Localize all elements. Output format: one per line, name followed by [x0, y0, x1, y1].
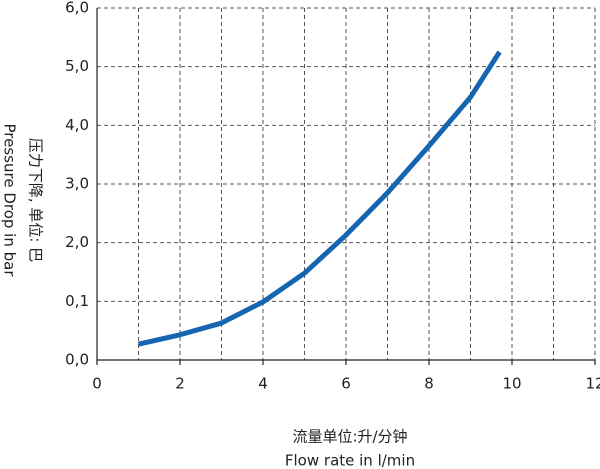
x-tick-label: 12 [585, 375, 600, 393]
x-tick-label: 6 [341, 375, 351, 393]
y-tick-label: 0,0 [65, 351, 89, 369]
x-tick-label: 10 [502, 375, 521, 393]
y-tick-label: 2,0 [65, 233, 89, 251]
y-tick-label: 4,0 [65, 116, 89, 134]
y-tick-label: 3,0 [65, 175, 89, 193]
y-tick-label: 0,1 [65, 292, 89, 310]
data-line [137, 50, 502, 347]
x-tick-label: 2 [175, 375, 185, 393]
x-axis-label-cn: 流量单位:升/分钟 [292, 428, 407, 446]
x-tick-label: 0 [92, 375, 102, 393]
y-tick-label: 6,0 [65, 0, 89, 17]
y-axis-label-cn: 压力下降, 单位: 巴 [27, 138, 45, 262]
y-tick-label: 5,0 [65, 57, 89, 75]
x-tick-label: 8 [424, 375, 434, 393]
y-axis-label: Pressure Drop in bar [1, 124, 19, 278]
x-tick-label: 4 [258, 375, 268, 393]
x-axis-label: Flow rate in l/min [285, 452, 415, 469]
